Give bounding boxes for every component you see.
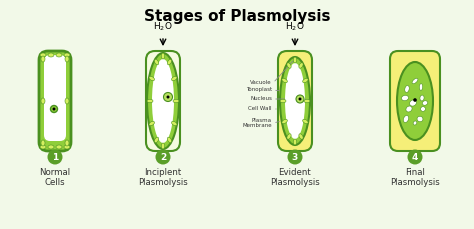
- Ellipse shape: [280, 57, 310, 145]
- Ellipse shape: [48, 53, 54, 57]
- Text: Normal
Cells: Normal Cells: [39, 168, 71, 187]
- Circle shape: [299, 98, 301, 101]
- Ellipse shape: [410, 100, 416, 106]
- Circle shape: [408, 150, 422, 164]
- Text: Tonoplast: Tonoplast: [246, 87, 272, 93]
- Text: Vacuole: Vacuole: [250, 81, 272, 85]
- FancyBboxPatch shape: [39, 51, 71, 151]
- Circle shape: [53, 107, 55, 111]
- Ellipse shape: [285, 63, 305, 139]
- Ellipse shape: [41, 56, 45, 62]
- Ellipse shape: [422, 101, 428, 105]
- Text: 1: 1: [52, 153, 58, 161]
- Ellipse shape: [41, 98, 45, 104]
- Ellipse shape: [406, 106, 412, 112]
- Text: 4: 4: [412, 153, 418, 161]
- Ellipse shape: [161, 53, 165, 59]
- Circle shape: [155, 150, 171, 164]
- Ellipse shape: [40, 145, 46, 149]
- Ellipse shape: [413, 121, 417, 125]
- FancyBboxPatch shape: [390, 51, 440, 151]
- FancyBboxPatch shape: [278, 51, 312, 151]
- Circle shape: [164, 93, 173, 101]
- Ellipse shape: [303, 119, 308, 124]
- Ellipse shape: [65, 98, 69, 104]
- Ellipse shape: [172, 76, 177, 81]
- Ellipse shape: [64, 53, 70, 57]
- Ellipse shape: [280, 99, 286, 103]
- Ellipse shape: [41, 140, 45, 146]
- Circle shape: [166, 95, 170, 98]
- Ellipse shape: [405, 85, 409, 93]
- Ellipse shape: [299, 63, 303, 68]
- Text: Plasma
Membrane: Plasma Membrane: [242, 118, 272, 128]
- Ellipse shape: [282, 78, 287, 83]
- Ellipse shape: [403, 115, 409, 123]
- FancyBboxPatch shape: [146, 51, 180, 151]
- Ellipse shape: [417, 116, 423, 122]
- Text: Final
Plasmolysis: Final Plasmolysis: [390, 168, 440, 187]
- Ellipse shape: [65, 140, 69, 146]
- Ellipse shape: [419, 84, 423, 90]
- Ellipse shape: [282, 119, 287, 124]
- Circle shape: [413, 98, 417, 102]
- Ellipse shape: [167, 137, 172, 143]
- Ellipse shape: [173, 99, 179, 103]
- Ellipse shape: [48, 145, 54, 149]
- Text: Evident
Plasmolysis: Evident Plasmolysis: [270, 168, 320, 187]
- Ellipse shape: [161, 143, 165, 149]
- Text: $\mathregular{H_2O}$: $\mathregular{H_2O}$: [153, 21, 173, 33]
- Ellipse shape: [420, 95, 424, 101]
- Ellipse shape: [293, 139, 297, 145]
- Ellipse shape: [64, 145, 70, 149]
- Circle shape: [288, 150, 302, 164]
- Ellipse shape: [56, 53, 62, 57]
- Text: Inciplent
Plasmolysis: Inciplent Plasmolysis: [138, 168, 188, 187]
- Ellipse shape: [397, 62, 433, 140]
- Circle shape: [296, 95, 304, 103]
- Ellipse shape: [65, 56, 69, 62]
- Ellipse shape: [40, 53, 46, 57]
- Ellipse shape: [167, 59, 172, 65]
- Text: $\mathregular{H_2O}$: $\mathregular{H_2O}$: [285, 21, 305, 33]
- Ellipse shape: [56, 145, 62, 149]
- Ellipse shape: [149, 76, 155, 81]
- FancyBboxPatch shape: [44, 55, 66, 141]
- Circle shape: [51, 106, 57, 112]
- Text: Cell Wall: Cell Wall: [248, 106, 272, 112]
- Ellipse shape: [149, 121, 155, 126]
- Ellipse shape: [152, 59, 174, 143]
- Ellipse shape: [155, 137, 159, 143]
- Ellipse shape: [299, 134, 303, 139]
- Ellipse shape: [420, 107, 426, 111]
- Ellipse shape: [401, 95, 409, 101]
- Ellipse shape: [155, 59, 159, 65]
- Ellipse shape: [303, 78, 308, 83]
- Ellipse shape: [287, 134, 291, 139]
- Text: 2: 2: [160, 153, 166, 161]
- Ellipse shape: [147, 99, 153, 103]
- Ellipse shape: [293, 57, 297, 63]
- Ellipse shape: [412, 78, 418, 84]
- Text: Stages of Plasmolysis: Stages of Plasmolysis: [144, 9, 330, 24]
- Circle shape: [47, 150, 63, 164]
- Ellipse shape: [304, 99, 310, 103]
- Text: Nucleus: Nucleus: [250, 96, 272, 101]
- Ellipse shape: [287, 63, 291, 68]
- Ellipse shape: [172, 121, 177, 126]
- Text: 3: 3: [292, 153, 298, 161]
- Ellipse shape: [147, 53, 179, 149]
